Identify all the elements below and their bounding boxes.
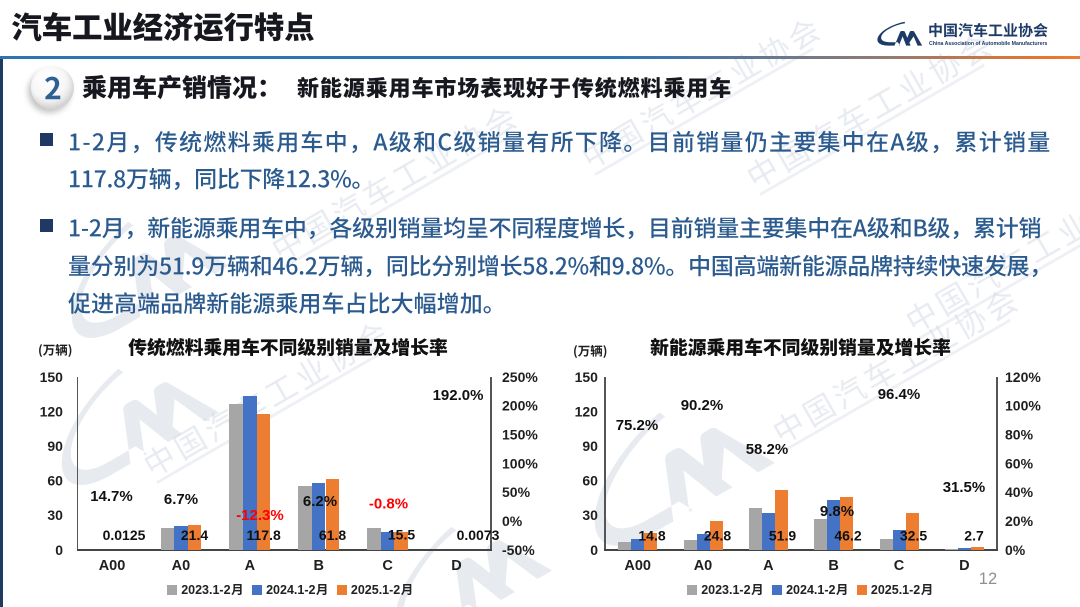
svg-text:96.4%: 96.4% <box>878 386 921 403</box>
svg-text:58.2%: 58.2% <box>746 441 789 458</box>
svg-text:192.0%: 192.0% <box>433 387 484 404</box>
svg-text:D: D <box>959 558 969 574</box>
svg-text:0.0073: 0.0073 <box>457 527 500 543</box>
svg-text:24.8: 24.8 <box>704 527 731 543</box>
svg-text:120: 120 <box>575 403 599 419</box>
svg-text:A00: A00 <box>624 558 651 574</box>
svg-text:46.2: 46.2 <box>834 527 861 543</box>
svg-text:150: 150 <box>40 369 64 385</box>
svg-text:150%: 150% <box>502 427 538 443</box>
svg-text:31.5%: 31.5% <box>943 479 986 496</box>
svg-text:150: 150 <box>575 369 599 385</box>
svg-text:D: D <box>451 558 461 574</box>
svg-text:90.2%: 90.2% <box>681 397 724 414</box>
svg-text:51.9: 51.9 <box>769 527 796 543</box>
svg-text:60%: 60% <box>1005 455 1034 471</box>
svg-text:250%: 250% <box>502 369 538 385</box>
svg-text:2024.1-2: 2024.1-2 <box>266 583 315 597</box>
svg-text:20%: 20% <box>1005 513 1034 529</box>
svg-text:21.4: 21.4 <box>181 527 208 543</box>
svg-text:0.0125: 0.0125 <box>103 527 146 543</box>
svg-text:30: 30 <box>582 507 598 523</box>
svg-text:-0.8%: -0.8% <box>369 496 408 513</box>
svg-text:9.8%: 9.8% <box>820 503 854 520</box>
svg-text:0%: 0% <box>1005 542 1026 558</box>
svg-text:2023.1-2: 2023.1-2 <box>701 583 750 597</box>
svg-text:30: 30 <box>47 507 63 523</box>
svg-text:14.7%: 14.7% <box>90 488 133 505</box>
svg-text:75.2%: 75.2% <box>616 417 659 434</box>
svg-text:A0: A0 <box>694 558 713 574</box>
svg-text:50%: 50% <box>502 484 531 500</box>
svg-text:100%: 100% <box>502 455 538 471</box>
svg-text:117.8: 117.8 <box>247 527 281 543</box>
svg-text:-12.3%: -12.3% <box>236 507 284 524</box>
svg-text:90: 90 <box>47 438 63 454</box>
svg-text:6.2%: 6.2% <box>303 493 337 510</box>
svg-text:0: 0 <box>55 542 63 558</box>
svg-text:0: 0 <box>590 542 598 558</box>
svg-text:2.7: 2.7 <box>964 527 984 543</box>
svg-text:A0: A0 <box>172 558 191 574</box>
svg-text:C: C <box>382 558 393 574</box>
svg-text:61.8: 61.8 <box>319 527 346 543</box>
svg-text:2023.1-2: 2023.1-2 <box>181 583 230 597</box>
svg-text:B: B <box>314 558 324 574</box>
svg-text:40%: 40% <box>1005 484 1034 500</box>
svg-text:12: 12 <box>979 570 997 588</box>
svg-text:A00: A00 <box>99 558 126 574</box>
svg-text:120: 120 <box>40 403 64 419</box>
svg-text:60: 60 <box>47 473 63 489</box>
svg-text:15.5: 15.5 <box>388 527 415 543</box>
svg-text:B: B <box>828 558 838 574</box>
svg-text:2025.1-2: 2025.1-2 <box>871 583 920 597</box>
svg-text:60: 60 <box>582 473 598 489</box>
svg-text:14.8: 14.8 <box>638 527 665 543</box>
svg-text:C: C <box>894 558 905 574</box>
svg-text:-50%: -50% <box>502 542 535 558</box>
svg-text:6.7%: 6.7% <box>164 491 198 508</box>
svg-text:100%: 100% <box>1005 398 1041 414</box>
svg-text:A: A <box>245 558 256 574</box>
svg-text:32.5: 32.5 <box>900 527 927 543</box>
svg-text:200%: 200% <box>502 398 538 414</box>
svg-text:2024.1-2: 2024.1-2 <box>786 583 835 597</box>
svg-text:120%: 120% <box>1005 369 1041 385</box>
svg-text:90: 90 <box>582 438 598 454</box>
svg-text:China Association of Automobil: China Association of Automobile Manufact… <box>929 41 1047 47</box>
svg-text:2025.1-2: 2025.1-2 <box>351 583 400 597</box>
svg-text:A: A <box>763 558 774 574</box>
svg-text:80%: 80% <box>1005 427 1034 443</box>
svg-text:0%: 0% <box>502 513 523 529</box>
